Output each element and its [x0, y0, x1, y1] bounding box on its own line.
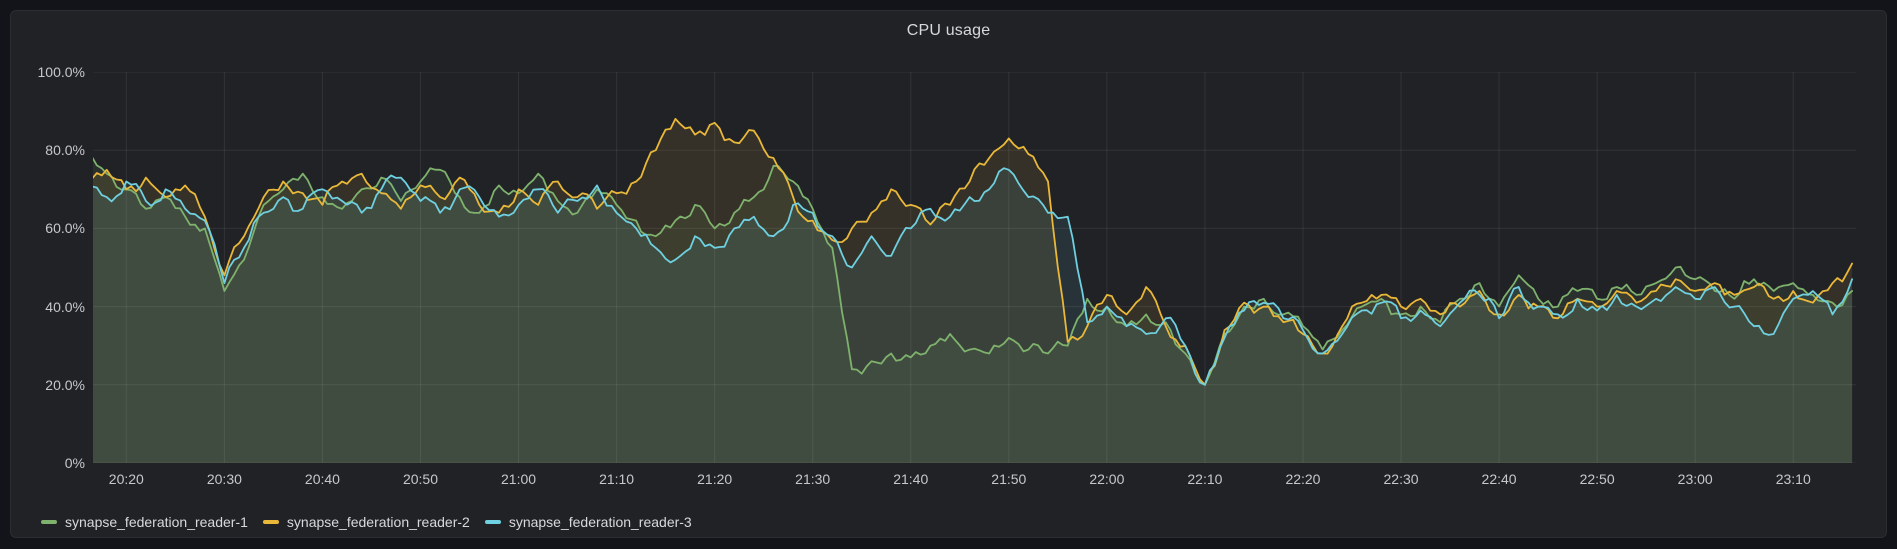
- legend-series-label: synapse_federation_reader-1: [65, 514, 248, 530]
- legend-item-synapse_federation_reader-2[interactable]: synapse_federation_reader-2: [262, 512, 470, 532]
- x-axis-label: 23:00: [1677, 471, 1713, 487]
- x-axis-label: 22:50: [1579, 471, 1615, 487]
- legend-series-marker: [262, 520, 279, 524]
- chart-svg: [93, 72, 1856, 463]
- series-line-synapse_federation_reader-3: [93, 167, 1853, 386]
- series-line-synapse_federation_reader-2: [93, 118, 1853, 386]
- x-axis-label: 21:40: [893, 471, 929, 487]
- y-axis-label: 20.0%: [45, 376, 85, 393]
- y-axis-label: 0%: [64, 455, 85, 471]
- legend: synapse_federation_reader-1 synapse_feder…: [41, 512, 1866, 532]
- series-fill: [93, 168, 1853, 463]
- series-fill: [93, 158, 1853, 463]
- legend-series-marker: [41, 520, 57, 524]
- y-axis-label: 100.0%: [37, 64, 85, 80]
- x-axis-label: 22:40: [1481, 471, 1517, 487]
- x-axis-label: 20:50: [402, 471, 438, 487]
- x-axis-label: 21:10: [599, 471, 635, 487]
- grafana-panel: CPU usage synapse_federation_reader-1 syn…: [10, 10, 1887, 538]
- x-axis-label: 23:10: [1775, 471, 1811, 487]
- x-axis-label: 22:10: [1187, 471, 1223, 487]
- x-axis-label: 21:50: [991, 471, 1027, 487]
- chart-plot-area[interactable]: [93, 72, 1856, 463]
- x-axis-label: 21:00: [501, 471, 537, 487]
- x-axis-label: 20:40: [304, 471, 340, 487]
- legend-item-synapse_federation_reader-1[interactable]: synapse_federation_reader-1: [41, 512, 248, 532]
- y-axis-label: 40.0%: [45, 298, 85, 315]
- x-axis-label: 22:20: [1285, 471, 1321, 487]
- x-axis-label: 22:00: [1089, 471, 1125, 487]
- legend-item-synapse_federation_reader-3[interactable]: synapse_federation_reader-3: [484, 512, 692, 532]
- x-axis-label: 21:30: [795, 471, 831, 487]
- series-line-synapse_federation_reader-1: [93, 156, 1853, 386]
- x-axis-label: 20:30: [206, 471, 242, 487]
- legend-series-label: synapse_federation_reader-2: [286, 514, 470, 530]
- x-axis-label: 20:20: [108, 471, 144, 487]
- grid-lines: [93, 72, 1856, 463]
- x-axis-label: 21:20: [697, 471, 733, 487]
- y-axis-label: 80.0%: [45, 142, 85, 159]
- panel-title[interactable]: CPU usage: [906, 22, 991, 39]
- legend-series-marker: [484, 520, 501, 524]
- y-axis-label: 60.0%: [45, 220, 85, 237]
- legend-series-label: synapse_federation_reader-3: [508, 514, 692, 530]
- series-fill: [93, 118, 1853, 463]
- x-axis-label: 22:30: [1383, 471, 1419, 487]
